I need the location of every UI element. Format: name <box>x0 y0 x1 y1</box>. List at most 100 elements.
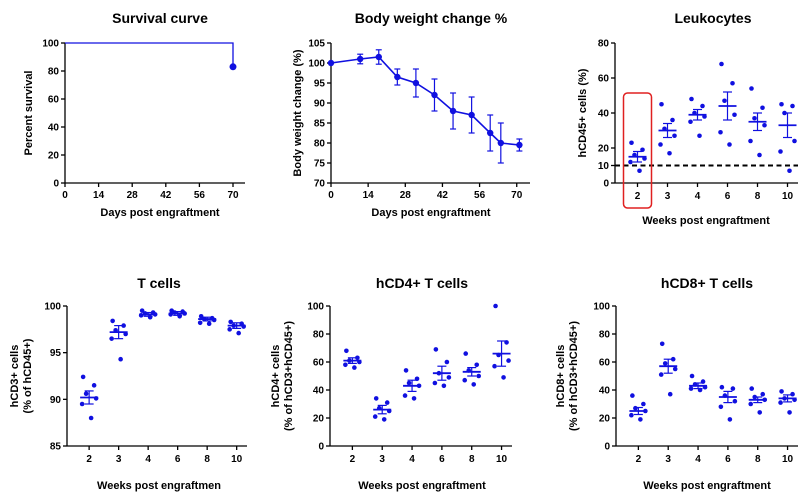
data-point <box>779 101 784 107</box>
data-point <box>688 119 693 125</box>
weight-point <box>412 79 420 87</box>
x-tick-label: 8 <box>204 454 210 465</box>
data-point <box>697 133 702 139</box>
data-point <box>197 320 203 326</box>
y-tick-label: 0 <box>604 442 610 453</box>
data-point <box>83 391 89 397</box>
data-point <box>670 356 676 362</box>
y-tick-label: 90 <box>50 395 62 406</box>
x-tick-label: 56 <box>474 190 486 201</box>
data-point <box>672 133 677 139</box>
data-point <box>659 341 665 347</box>
data-point <box>689 96 694 102</box>
x-tick-label: 10 <box>496 454 508 465</box>
x-tick-label: 6 <box>439 454 445 465</box>
x-tick-label: 70 <box>227 190 239 201</box>
y-tick-label: 100 <box>42 39 59 50</box>
data-point <box>630 393 635 398</box>
data-point <box>722 98 727 104</box>
y-tick-label: 20 <box>598 144 610 155</box>
x-axis-label: Days post engraftment <box>371 207 491 219</box>
y-tick-label: 80 <box>48 67 60 78</box>
data-point <box>493 303 498 309</box>
data-point <box>658 142 663 147</box>
x-tick-label: 3 <box>379 454 385 465</box>
x-tick-label: 0 <box>328 190 334 201</box>
data-point <box>727 417 733 422</box>
chart-title: hCD4+ T cells <box>376 275 468 291</box>
x-tick-label: 6 <box>725 191 731 202</box>
data-point <box>227 327 232 332</box>
data-point <box>91 383 97 388</box>
x-tick-label: 8 <box>755 191 761 202</box>
data-point <box>474 362 480 368</box>
y-tick-label: 105 <box>308 39 325 50</box>
data-point <box>760 105 765 111</box>
y-tick-label: 100 <box>593 302 610 313</box>
data-point <box>629 140 634 146</box>
data-point <box>778 149 783 154</box>
y-axis-label: Percent survival <box>23 71 35 156</box>
x-tick-label: 42 <box>437 190 449 201</box>
x-tick-label: 28 <box>400 190 412 201</box>
y-tick-label: 95 <box>50 348 62 359</box>
y-tick-label: 10 <box>598 161 610 172</box>
data-point <box>719 384 725 390</box>
x-tick-label: 4 <box>145 454 151 465</box>
y-axis-label-group: Percent survival <box>23 71 35 156</box>
data-point <box>762 122 767 128</box>
x-tick-label: 56 <box>194 190 206 201</box>
highlight-box <box>622 92 653 209</box>
y-tick-label: 40 <box>598 109 610 120</box>
data-point <box>662 361 668 366</box>
y-tick-label: 80 <box>314 139 326 150</box>
data-point <box>446 375 452 380</box>
data-point <box>659 101 664 107</box>
data-point <box>757 152 762 158</box>
data-point <box>732 398 738 404</box>
y-tick-label: 100 <box>44 302 61 313</box>
x-tick-label: 14 <box>363 190 375 201</box>
weight-point <box>327 59 335 67</box>
data-point <box>476 373 482 379</box>
x-tick-label: 4 <box>409 454 415 465</box>
y-tick-label: 40 <box>313 386 325 397</box>
data-point <box>506 358 511 363</box>
data-point <box>236 330 241 336</box>
data-point <box>790 103 795 109</box>
data-point <box>787 410 792 415</box>
data-point <box>355 355 360 361</box>
data-point <box>638 417 643 422</box>
data-point <box>787 168 792 174</box>
x-tick-label: 3 <box>665 454 671 465</box>
weight-point <box>516 141 523 149</box>
y-tick-label: 0 <box>53 179 59 190</box>
data-point <box>688 386 694 391</box>
x-axis-label: Weeks post engraftment <box>358 480 486 492</box>
data-point <box>633 405 638 411</box>
data-point <box>760 391 766 397</box>
data-point <box>139 308 145 313</box>
x-tick-label: 4 <box>695 454 701 465</box>
data-point <box>667 150 672 156</box>
panel-survival-curve: Survival curve Percent survival Days post … <box>23 10 245 219</box>
x-axis-label: Weeks post engraftmen <box>97 480 221 492</box>
data-point <box>352 365 357 370</box>
y-axis-label-group: hCD8+ cells (% of hCD3+hCD45+) <box>555 321 580 431</box>
chart-title: Survival curve <box>112 10 208 26</box>
data-point <box>730 80 735 86</box>
y-tick-label: 80 <box>598 39 610 50</box>
y-axis-label-secondary: (% of hCD45+) <box>22 338 34 413</box>
data-point <box>749 386 755 391</box>
data-point <box>778 400 783 405</box>
y-tick-label: 0 <box>318 442 324 453</box>
x-axis-label: Days post engraftment <box>100 207 220 219</box>
panel-t-cells: T cells hCD3+ cells (% of hCD45+) Weeks pos… <box>9 275 247 492</box>
data-point <box>463 351 469 356</box>
y-axis-label-group: hCD4+ cells (% of hCD3+hCD45+) <box>270 321 295 431</box>
x-tick-label: 6 <box>725 454 731 465</box>
data-point <box>718 404 724 410</box>
chart-title: Body weight change % <box>355 10 508 26</box>
data-point <box>88 415 94 421</box>
y-tick-label: 100 <box>307 302 324 313</box>
